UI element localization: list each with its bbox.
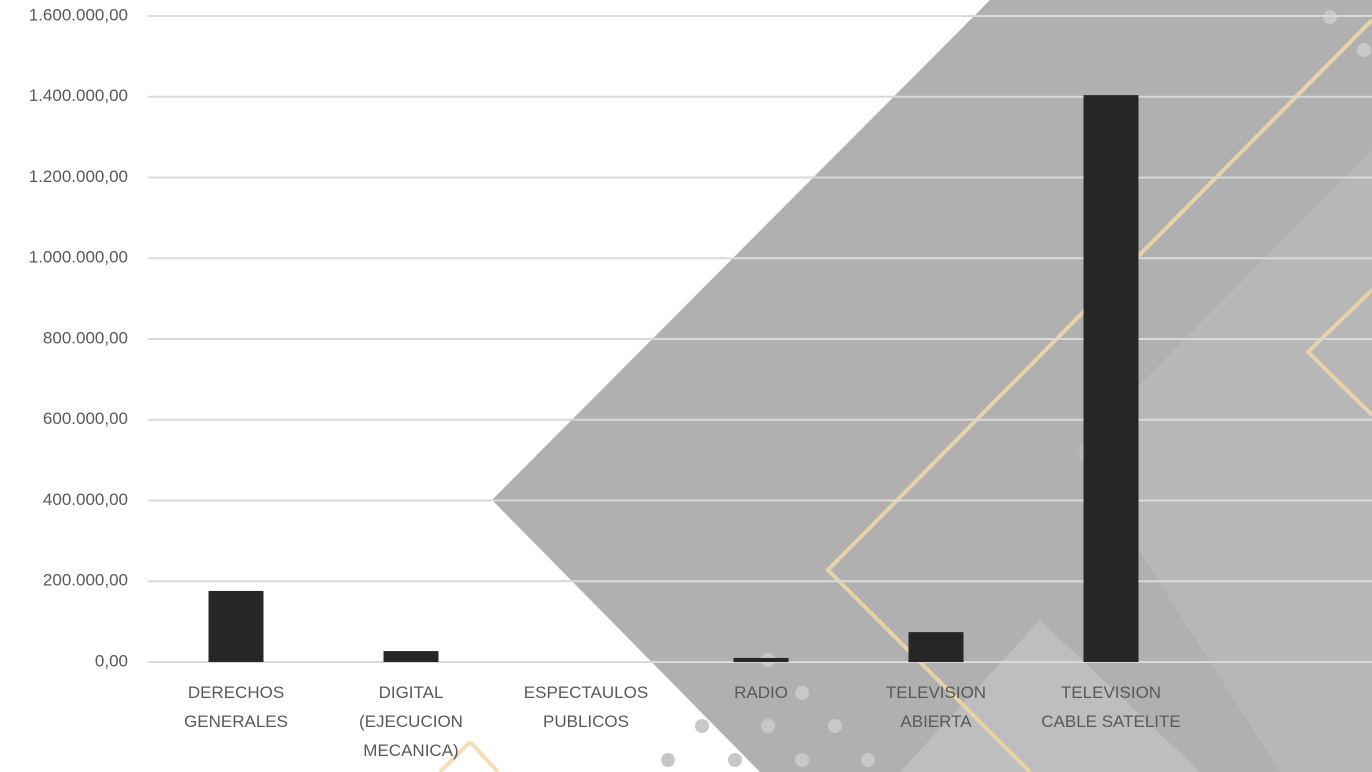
x-tick-label: DERECHOS GENERALES [184,683,288,731]
y-tick-label: 800.000,00 [43,328,128,347]
y-axis: 0,00 200.000,00 400.000,00 600.000,00 800.00… [29,5,128,670]
x-tick-label: TELEVISION ABIERTA [885,683,987,731]
y-tick-label: 1.600.000,00 [29,5,128,24]
background-decoration [438,0,1372,772]
y-tick-label: 0,00 [95,651,128,670]
y-tick-label: 400.000,00 [43,490,128,509]
x-tick-label: DIGITAL (EJECUCION MECANICA) [359,683,463,760]
y-tick-label: 1.400.000,00 [29,86,128,105]
bar [1083,95,1139,662]
bar [208,590,264,662]
y-tick-label: 200.000,00 [43,571,128,590]
x-tick-label: ESPECTAULOS PUBLICOS [523,683,649,731]
bar [383,651,439,662]
x-tick-label: TELEVISION CABLE SATELITE [1041,683,1181,731]
x-tick-label: RADIO [734,683,788,702]
y-tick-label: 1.200.000,00 [29,167,128,186]
bar [733,657,789,662]
bar [908,632,964,662]
grid [148,15,1372,663]
bars [208,95,1139,662]
y-tick-label: 600.000,00 [43,409,128,428]
y-tick-label: 1.000.000,00 [29,248,128,267]
